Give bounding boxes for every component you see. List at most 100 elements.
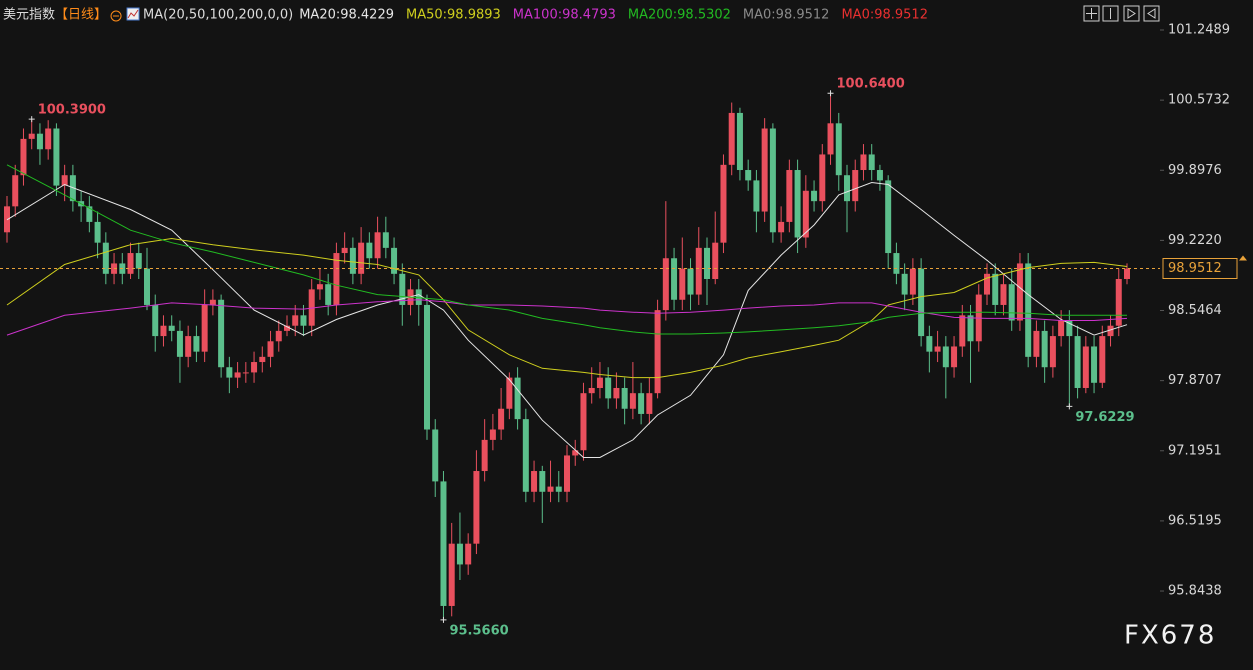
icon-crosshair[interactable] (1083, 5, 1100, 22)
candle-body (695, 247, 702, 295)
candle-body (440, 481, 447, 606)
candle-body (876, 170, 883, 181)
extreme-marker (1066, 403, 1073, 410)
candle-body (687, 268, 694, 295)
candle-body (901, 273, 908, 295)
candle-body (811, 190, 818, 202)
candle-body (12, 175, 19, 207)
candle-body (844, 175, 850, 202)
candle-body (704, 247, 710, 280)
candle-body (1091, 346, 1098, 383)
extreme-label: 95.5660 (449, 623, 508, 638)
candle-body (613, 387, 620, 399)
icon-indicator[interactable] (126, 7, 140, 21)
candle-body (555, 486, 562, 492)
candle-body (399, 273, 406, 305)
candle-body (366, 242, 373, 259)
symbol: 美元指数 (3, 8, 55, 23)
candle-body (333, 253, 340, 305)
extreme-label: 100.3900 (38, 103, 106, 118)
candle-body (168, 325, 175, 331)
candle-body (720, 164, 727, 243)
candle-body (514, 377, 521, 420)
icon-toggle[interactable] (110, 10, 122, 22)
candle-body (745, 170, 752, 181)
candle-body (605, 377, 612, 399)
extreme-marker (827, 90, 834, 97)
candle-body (465, 543, 472, 565)
candle-body (308, 289, 315, 326)
candle-body (547, 486, 554, 492)
candle-body (918, 268, 925, 337)
legend-entry: MA20:98.4229 (299, 8, 394, 23)
candle-body (728, 112, 735, 165)
candle-body (193, 336, 200, 352)
candle-body (316, 284, 323, 290)
toolbar-icons (1083, 5, 1160, 22)
y-tick-label: 100.5732 (1168, 93, 1230, 108)
candle-body (1016, 263, 1023, 321)
candle-body (45, 128, 52, 150)
candle-body (539, 471, 546, 492)
candle-body (94, 221, 101, 243)
candle-body (127, 253, 134, 274)
legend-entry: MA100:98.4793 (513, 8, 616, 23)
candle-body (242, 372, 249, 374)
candle-body (448, 543, 455, 606)
extreme-marker (28, 116, 35, 123)
candle-body (893, 253, 900, 274)
candle-body (234, 372, 241, 378)
candle-body (415, 289, 422, 305)
icon-layout[interactable] (1102, 5, 1119, 22)
candle-body (185, 336, 192, 357)
candle-body (1082, 346, 1089, 388)
candle-body (580, 393, 587, 451)
candle-body (61, 175, 68, 186)
extreme-label: 100.6400 (837, 77, 905, 92)
candle-body (325, 284, 332, 305)
candle-body (564, 455, 570, 492)
candle-body (654, 310, 661, 394)
candle-body (292, 315, 299, 326)
candle-body (152, 304, 159, 337)
period: 【日线】 (55, 8, 107, 23)
candle-body (284, 325, 290, 331)
candle-body (522, 419, 529, 492)
candle-body (885, 180, 892, 254)
candle-body (778, 221, 785, 233)
candle-body (1033, 330, 1040, 357)
y-tick-label: 95.8438 (1168, 584, 1222, 599)
candle-body (36, 133, 43, 150)
candle-body (489, 429, 496, 440)
candle-body (852, 170, 859, 202)
candle-body (251, 362, 258, 373)
icon-next[interactable] (1123, 5, 1140, 22)
candle-body (621, 387, 628, 409)
candle-body (218, 299, 225, 368)
candle-body (1025, 263, 1032, 357)
candle-body (20, 138, 27, 176)
y-tick-label: 96.5195 (1168, 513, 1222, 528)
y-tick-label: 99.2220 (1168, 233, 1222, 248)
candle-body (753, 180, 760, 212)
candle-body (802, 190, 809, 238)
legend-entry: MA50:98.9893 (406, 8, 501, 23)
candle-body (1074, 336, 1081, 388)
candle-body (473, 471, 480, 544)
candle-body (572, 450, 579, 456)
candle-body (1115, 279, 1122, 326)
candle-body (1049, 336, 1056, 368)
candle-body (1107, 325, 1114, 337)
candle-body (28, 133, 35, 139)
last-price-box (1162, 257, 1238, 279)
candle-body (424, 304, 430, 430)
icon-part (1147, 8, 1156, 19)
icon-part (127, 9, 139, 19)
icon-prev[interactable] (1143, 5, 1160, 22)
candle-body (1066, 320, 1073, 337)
candle-body (1058, 320, 1065, 337)
y-tick-label: 97.8707 (1168, 373, 1222, 388)
candle-body (934, 346, 941, 352)
candle-body (959, 315, 966, 347)
last-price-arrow (1239, 255, 1247, 261)
